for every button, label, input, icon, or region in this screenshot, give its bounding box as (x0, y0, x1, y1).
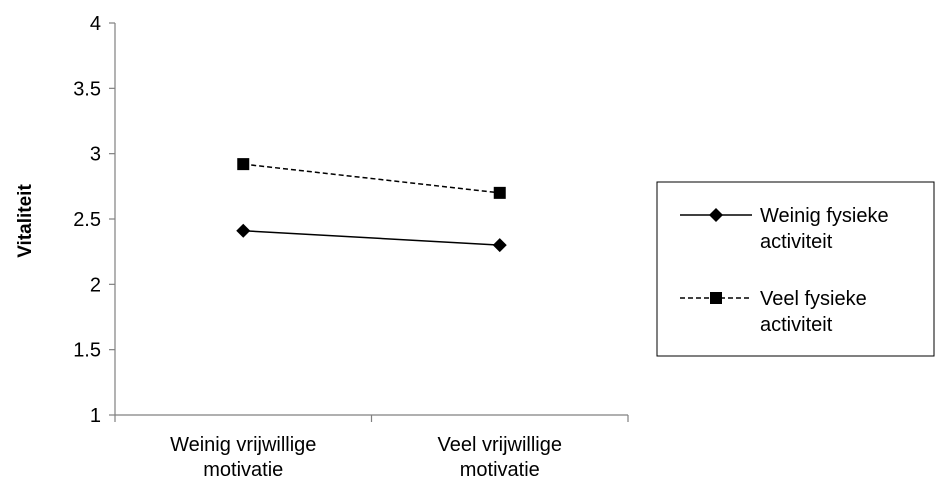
y-tick-label: 1 (90, 405, 101, 427)
axes (109, 22, 629, 422)
legend-marker (710, 292, 722, 304)
legend-box (656, 181, 935, 357)
y-tick-label: 2.5 (73, 209, 101, 231)
x-tick-labels: Weinig vrijwillige motivatie Veel vrijwill… (170, 434, 562, 481)
data-point (236, 223, 251, 238)
y-tick-label: 2 (90, 274, 101, 296)
legend-label: Veel fysieke activiteit (760, 288, 867, 336)
series-line (243, 163, 500, 194)
data-point (492, 238, 507, 253)
data-point (493, 186, 506, 199)
legend-label: Weinig fysieke activiteit (760, 205, 889, 253)
x-tick-label: Weinig vrijwillige motivatie (170, 434, 316, 481)
legend-marker (709, 208, 723, 222)
series-line (243, 230, 500, 246)
legend-entry: Weinig fysieke activiteit (680, 205, 889, 253)
y-tick-label: 3.5 (73, 78, 101, 100)
data-point (237, 158, 250, 171)
series-1 (236, 223, 507, 253)
legend-entry: Veel fysieke activiteit (680, 288, 867, 336)
x-tick-label: Veel vrijwillige motivatie (438, 434, 563, 481)
y-axis-label: Vitaliteit (15, 184, 36, 258)
y-tick-label: 3 (90, 144, 101, 166)
series-2 (237, 158, 506, 199)
series-layer (236, 158, 507, 253)
legend: Weinig fysieke activiteit Veel fysieke acti… (656, 181, 935, 357)
y-tick-label: 1.5 (73, 340, 101, 362)
y-tick-labels: 1 1.5 2 2.5 3 3.5 4 (73, 13, 101, 427)
y-tick-label: 4 (90, 13, 101, 35)
